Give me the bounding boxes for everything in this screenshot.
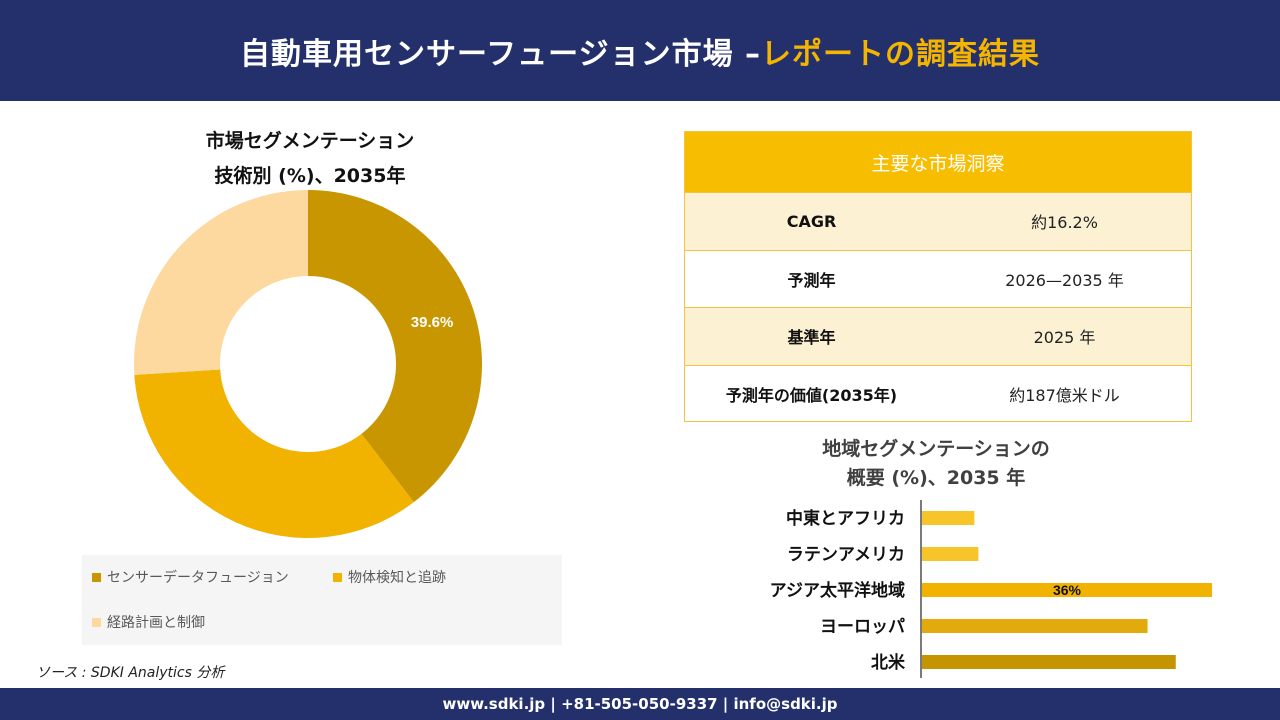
donut-data-label: 39.6% — [411, 314, 454, 331]
donut-chart: 39.6% — [134, 190, 482, 538]
bar — [922, 655, 1176, 669]
insights-key: CAGR — [786, 211, 837, 231]
bar-category-label: ラテンアメリカ — [787, 545, 905, 565]
source-note: ソース : SDKI Analytics 分析 — [36, 665, 225, 681]
page-title-main: 自動車用センサーフュージョン市場 – — [239, 36, 762, 72]
bar — [922, 511, 975, 525]
page-title-accent: レポートの調査結果 — [761, 36, 1041, 72]
insights-value: 2026—2035 年 — [1005, 270, 1124, 290]
bar-data-label: 36% — [1053, 582, 1082, 598]
header-banner: 自動車用センサーフュージョン市場 –レポートの調査結果 — [0, 0, 1280, 101]
donut-slice — [308, 190, 482, 503]
donut-slice — [134, 190, 308, 375]
insights-value: 約16.2% — [1031, 213, 1098, 233]
legend-item: 経路計画と制御 — [92, 612, 205, 632]
legend-label: 物体検知と追跡 — [348, 570, 446, 586]
page-title: 自動車用センサーフュージョン市場 –レポートの調査結果 — [240, 29, 1040, 73]
region-chart-subtitle: 概要 (%)、2035 年 — [846, 467, 1026, 489]
bar — [922, 619, 1148, 633]
legend-swatch — [92, 617, 101, 627]
bar-category-label: ヨーロッパ — [820, 617, 905, 637]
insights-heading: 主要な市場洞察 — [685, 132, 1191, 192]
insights-row: 基準年 2025 年 — [685, 307, 1191, 365]
insights-row: 予測年の価値(2035年) 約187億米ドル — [685, 364, 1191, 423]
legend-label: 経路計画と制御 — [107, 615, 205, 631]
footer-banner: www.sdki.jp | +81-505-050-9337 | info@sd… — [0, 688, 1280, 720]
donut-slice — [134, 369, 414, 538]
legend-label: センサーデータフュージョン — [107, 570, 289, 586]
bar-category-label: 中東とアフリカ — [786, 508, 905, 529]
legend-item: センサーデータフュージョン — [92, 567, 289, 587]
segment-chart-title: 市場セグメンテーション — [205, 130, 415, 152]
insights-key: 基準年 — [787, 328, 836, 348]
legend-swatch — [333, 572, 342, 582]
footer-contact: www.sdki.jp | +81-505-050-9337 | info@sd… — [442, 695, 838, 713]
insights-table: 主要な市場洞察 CAGR 約16.2% 予測年 2026—2035 年 基準年 … — [684, 131, 1192, 422]
insights-key: 予測年の価値(2035年) — [725, 385, 898, 405]
segment-chart-subtitle: 技術別 (%)、2035年 — [214, 165, 406, 187]
insights-row: 予測年 2026—2035 年 — [685, 249, 1191, 308]
bar-category-label: 北米 — [871, 652, 906, 673]
legend-swatch — [92, 572, 101, 582]
bar-category-label: アジア太平洋地域 — [770, 580, 905, 601]
insights-row: CAGR 約16.2% — [685, 192, 1191, 250]
legend-item: 物体検知と追跡 — [333, 567, 446, 587]
insights-key: 予測年 — [787, 270, 836, 290]
donut-legend: センサーデータフュージョン 物体検知と追跡経路計画と制御 — [82, 555, 562, 645]
region-chart-title: 地域セグメンテーションの — [822, 438, 1050, 460]
insights-value: 約187億米ドル — [1009, 385, 1120, 405]
insights-value: 2025 年 — [1033, 328, 1096, 348]
bar — [922, 547, 979, 561]
bar — [922, 583, 1212, 597]
